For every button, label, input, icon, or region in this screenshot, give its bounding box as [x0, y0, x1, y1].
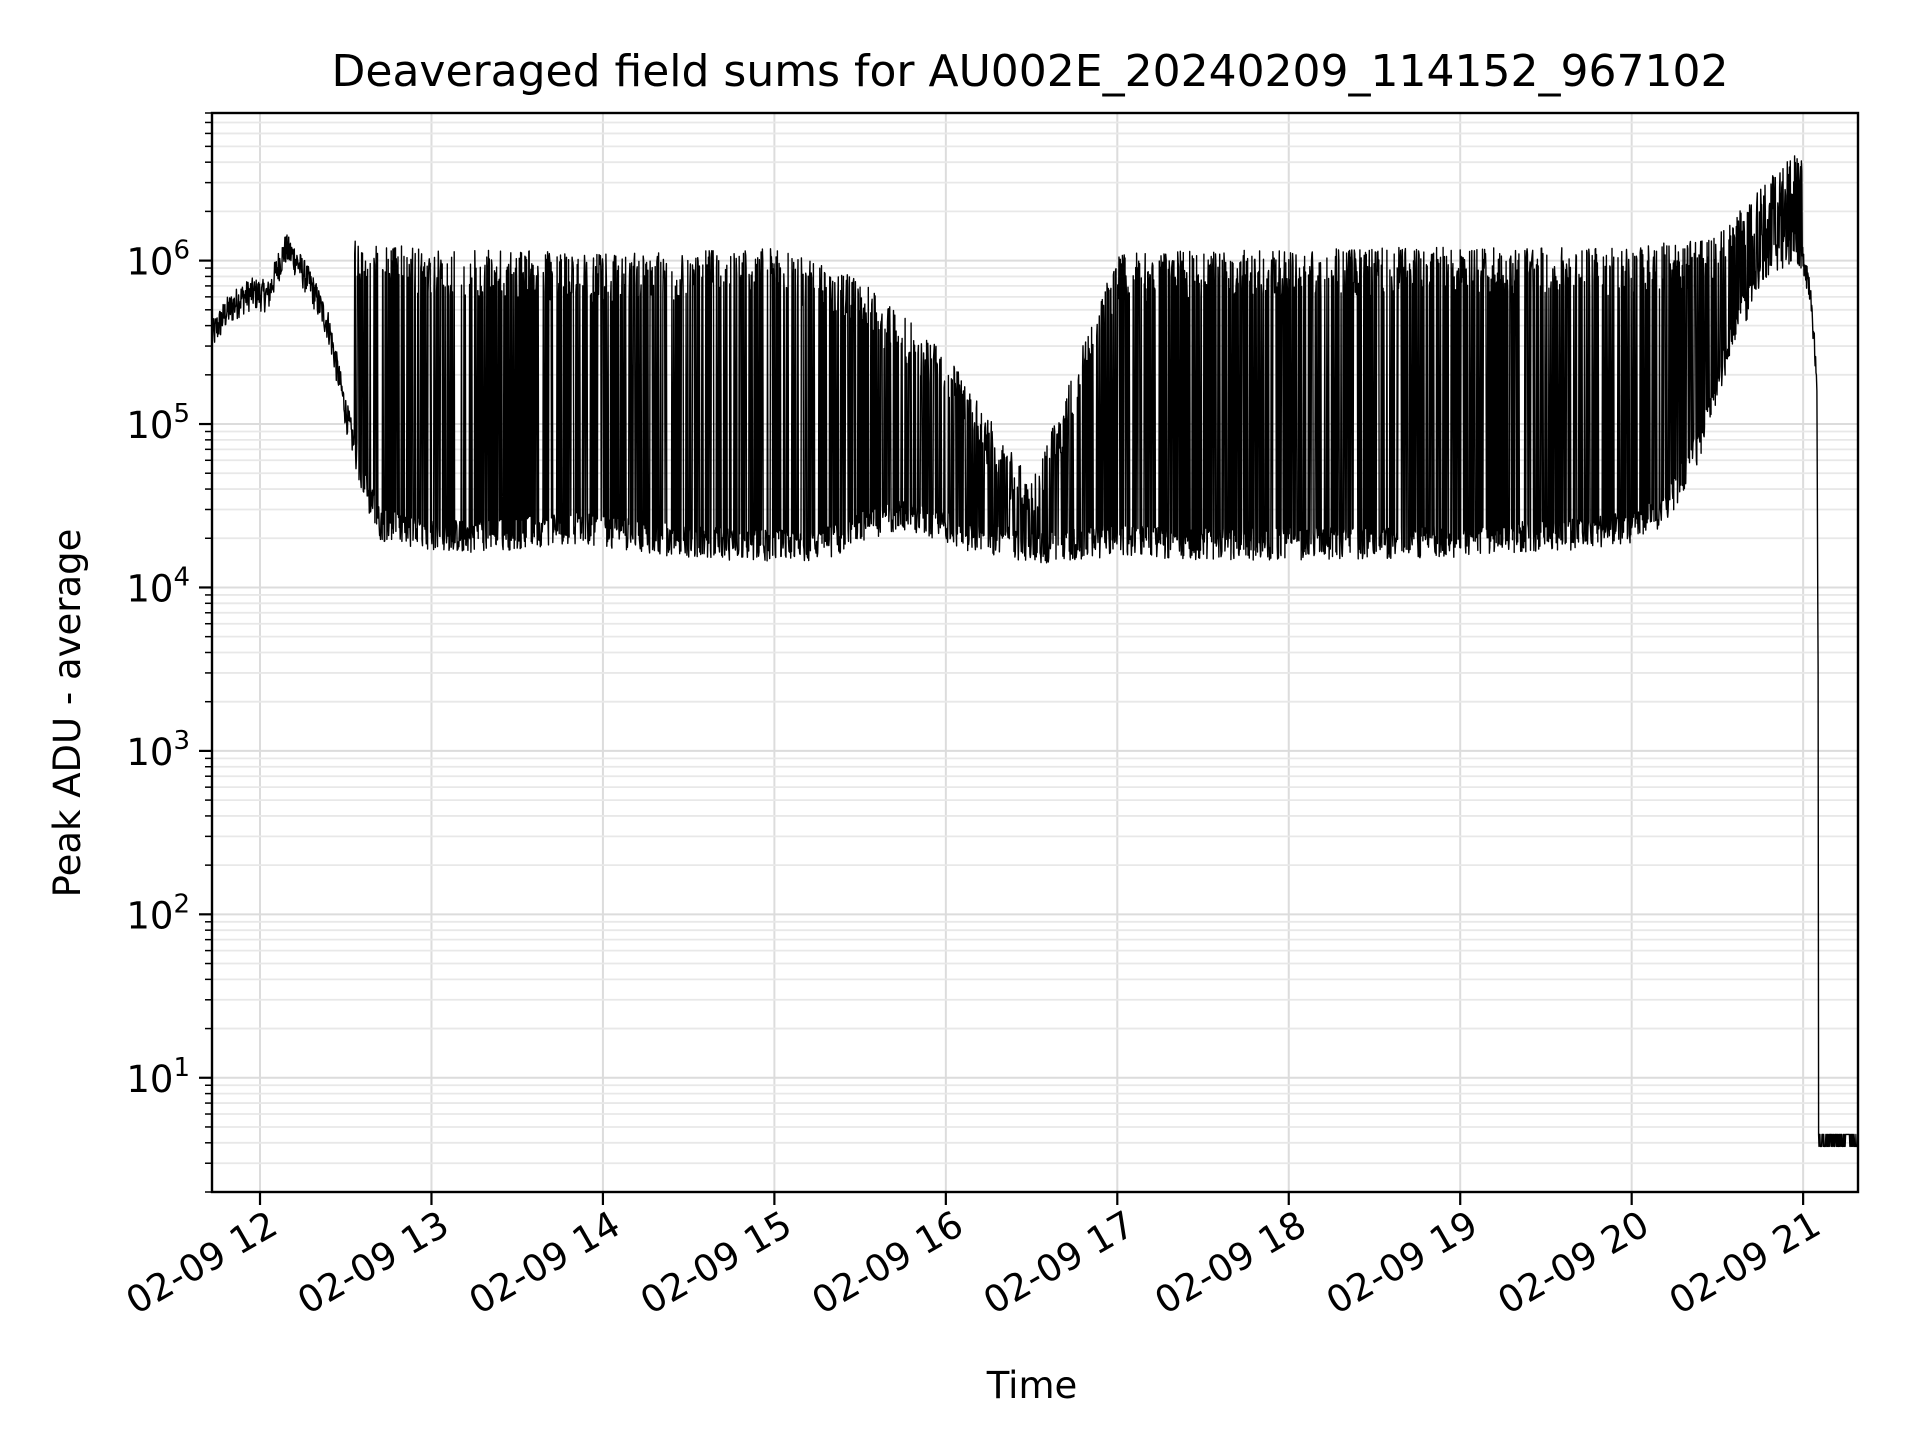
y-tick-label: 102	[126, 889, 190, 937]
y-tick-exponent: 2	[173, 889, 190, 919]
series-line	[211, 155, 1859, 1148]
y-axis-label: Peak ADU - average	[46, 529, 89, 898]
y-tick-base: 10	[126, 241, 173, 284]
y-tick-exponent: 5	[173, 399, 190, 429]
y-tick-base: 10	[126, 731, 173, 774]
axis-ticks	[199, 112, 1805, 1205]
y-tick-exponent: 4	[173, 562, 190, 592]
y-tick-exponent: 6	[173, 236, 190, 266]
y-tick-base: 10	[126, 1058, 173, 1101]
y-tick-base: 10	[126, 404, 173, 447]
y-tick-label: 105	[126, 399, 190, 447]
y-tick-label: 106	[126, 236, 190, 284]
y-tick-base: 10	[126, 894, 173, 937]
y-tick-exponent: 1	[173, 1053, 190, 1083]
y-tick-label: 101	[126, 1053, 190, 1101]
x-axis-label: Time	[986, 1364, 1078, 1407]
y-tick-exponent: 3	[173, 726, 190, 756]
chart-title: Deaveraged field sums for AU002E_2024020…	[332, 46, 1729, 97]
data-series	[211, 155, 1859, 1148]
y-tick-label: 103	[126, 726, 190, 774]
y-tick-base: 10	[126, 567, 173, 610]
y-tick-label: 104	[126, 562, 190, 610]
